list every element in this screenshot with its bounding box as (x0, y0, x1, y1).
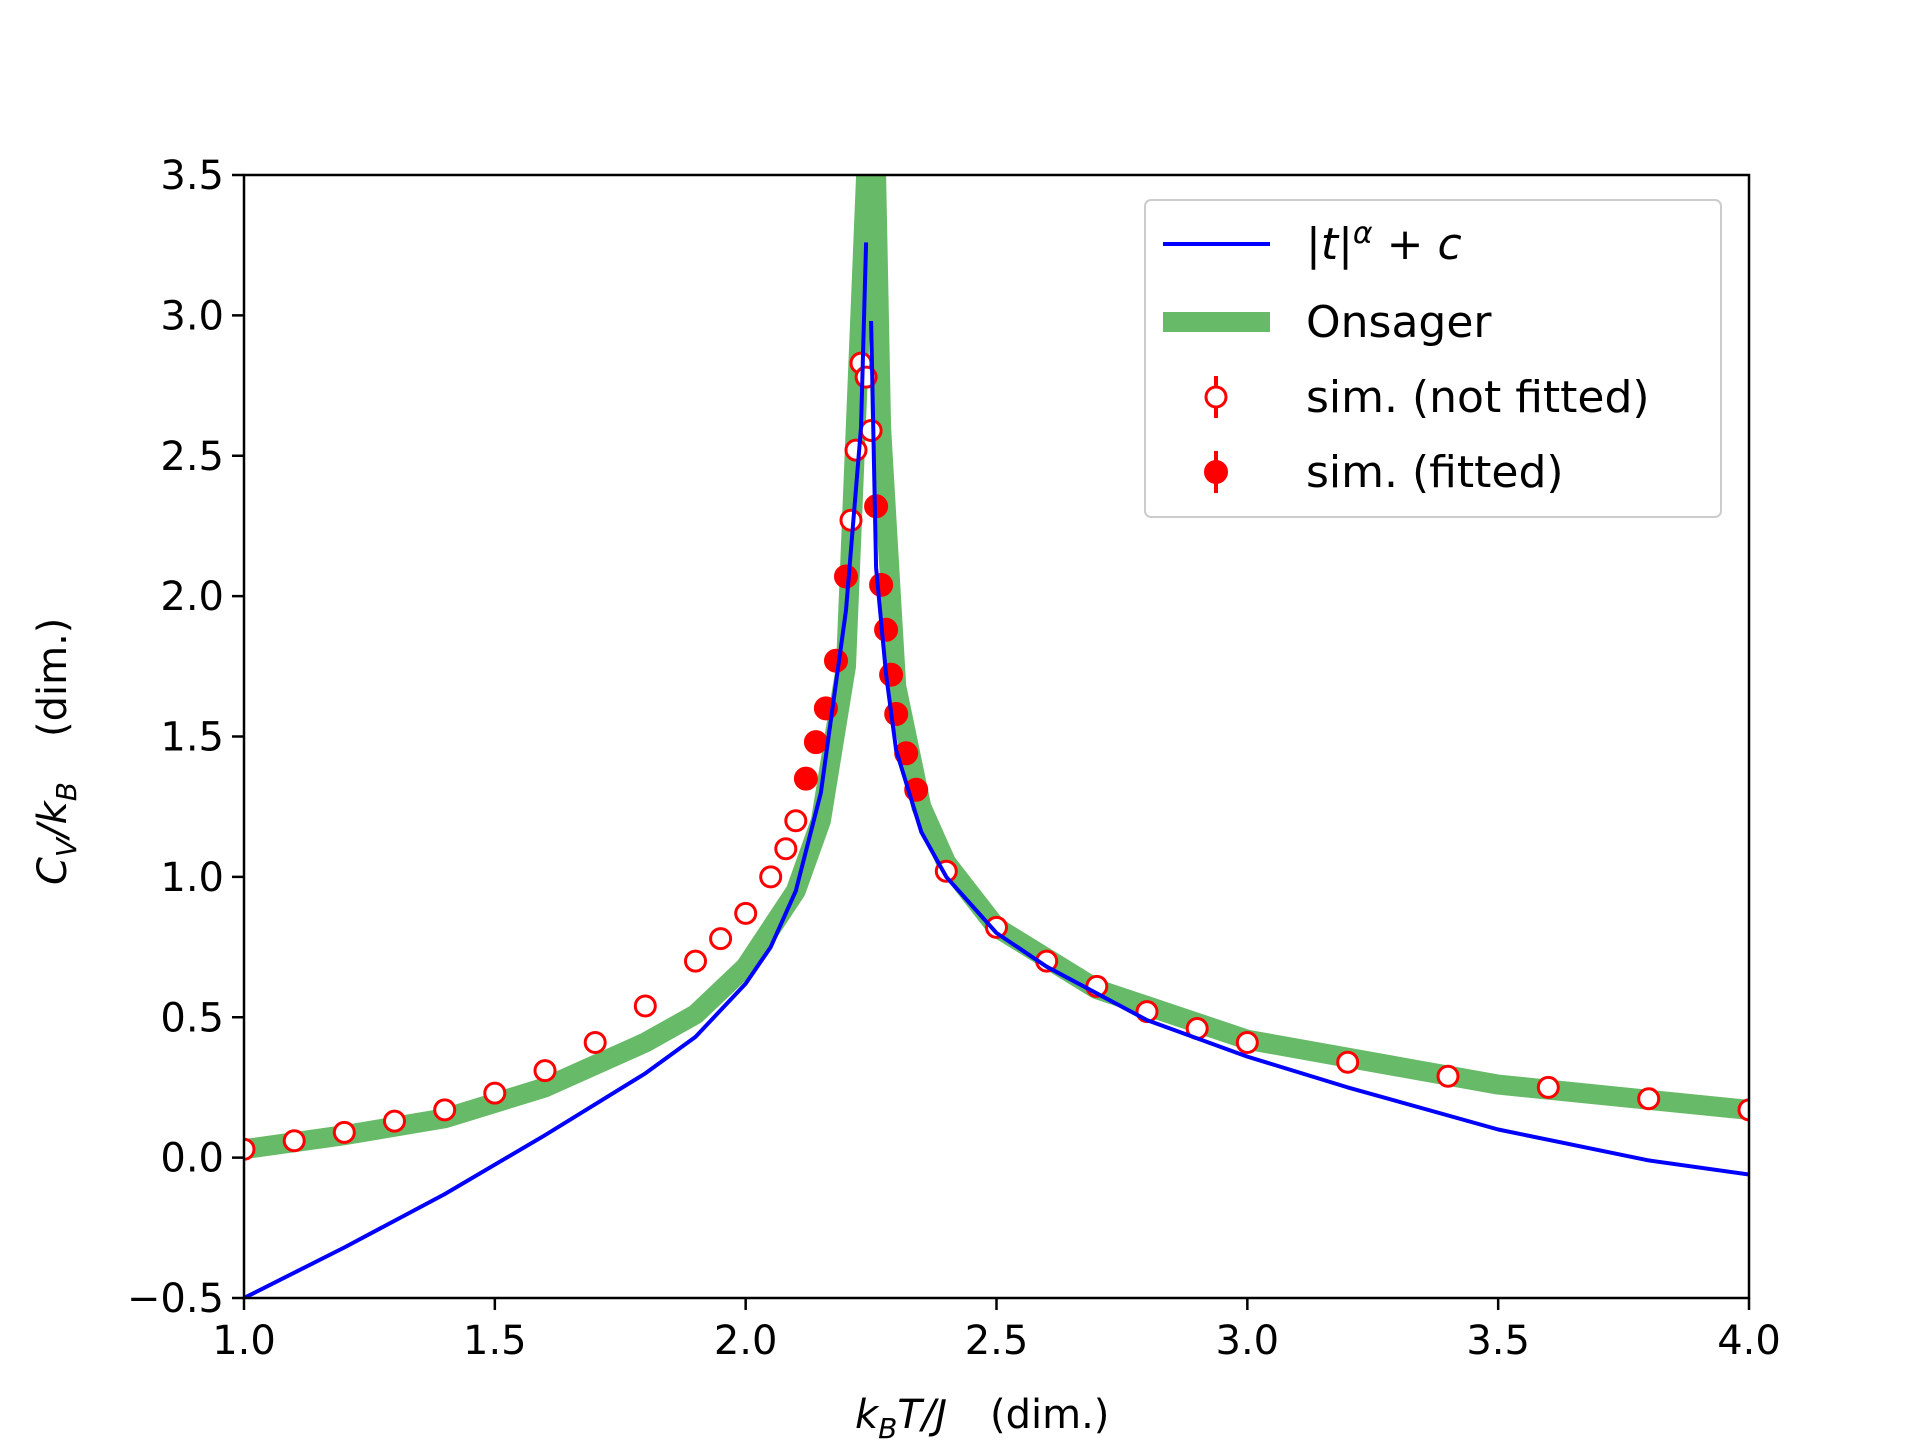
fit-curve (869, 320, 1749, 1177)
legend-notfitted-marker (1204, 385, 1228, 409)
y-axis-symbol: CV/kB (30, 782, 83, 885)
y-tick-label: 3.0 (160, 293, 224, 339)
fit-curve (244, 242, 869, 1298)
x-tick-label: 3.5 (1466, 1318, 1530, 1364)
x-tick-label: 2.0 (714, 1318, 778, 1364)
sim-not-fitted-point (684, 949, 707, 973)
sim-fitted-point (793, 766, 818, 791)
legend-fit-label: |t|α + c (1306, 216, 1462, 270)
x-tick-label: 4.0 (1717, 1318, 1781, 1364)
x-tick-label: 1.5 (463, 1318, 527, 1364)
legend: |t|α + c Onsager sim. (not fitted) sim. … (1144, 199, 1722, 518)
sim-not-fitted-point (583, 1031, 607, 1054)
y-tick-label: 2.0 (160, 574, 224, 620)
y-tick-label: 1.5 (160, 715, 224, 761)
y-axis-unit: (dim.) (30, 618, 76, 737)
y-tick-label: 1.0 (160, 855, 224, 901)
sim-not-fitted-point (483, 1081, 507, 1105)
sim-not-fitted-point (383, 1109, 406, 1133)
sim-not-fitted-point (985, 915, 1008, 939)
x-axis-label: kBT/J (dim.) (855, 1392, 1109, 1440)
sim-not-fitted-point (784, 809, 808, 833)
legend-box (1144, 199, 1722, 518)
sim-not-fitted-point (1637, 1087, 1661, 1111)
series-layer (244, 175, 1749, 1298)
x-tick-label: 3.0 (1216, 1318, 1280, 1364)
sim-not-fitted-point (1436, 1064, 1460, 1088)
y-tick-label: −0.5 (127, 1276, 224, 1322)
sim-not-fitted-point (433, 1098, 457, 1122)
sim-not-fitted-point (332, 1120, 356, 1144)
x-axis-unit: (dim.) (990, 1392, 1109, 1438)
x-tick-label: 2.5 (965, 1318, 1029, 1364)
y-tick-label: 0.0 (160, 1136, 224, 1182)
legend-onsager-label: Onsager (1306, 297, 1492, 348)
sim-not-fitted-point (1336, 1050, 1360, 1074)
y-tick-label: 2.5 (160, 434, 224, 480)
sim-fitted-point (834, 564, 858, 589)
legend-notfitted-label: sim. (not fitted) (1306, 372, 1650, 423)
sim-fitted-point (803, 730, 828, 755)
sim-not-fitted-point (759, 865, 783, 889)
sim-not-fitted-point (709, 927, 733, 951)
sim-not-fitted-point (533, 1059, 557, 1083)
y-axis-label: CV/kB (dim.) (30, 618, 83, 885)
onsager-curve (244, 175, 1749, 1160)
ticks-layer: 1.0 1.5 2.0 2.5 3.0 3.5 4.0 −0.5 0.0 0.5 1.0 1.5 2.0… (127, 153, 1781, 1364)
sim-not-fitted-point (1737, 1098, 1749, 1122)
sim-not-fitted-point (244, 1137, 256, 1161)
sim-fitted-point (874, 617, 899, 642)
sim-not-fitted-point (282, 1129, 306, 1153)
sim-fitted-point (869, 572, 894, 597)
sim-not-fitted-point (633, 994, 657, 1018)
sim-not-fitted-point (844, 438, 868, 462)
legend-fitted-marker (1204, 460, 1228, 484)
sim-not-fitted-point (1536, 1075, 1560, 1099)
x-tick-label: 1.0 (212, 1318, 276, 1364)
legend-fitted-label: sim. (fitted) (1306, 447, 1564, 498)
sim-not-fitted-point (734, 901, 758, 925)
x-axis-symbol: kBT/J (855, 1392, 947, 1440)
y-tick-label: 3.5 (160, 153, 224, 199)
sim-not-fitted-point (859, 419, 883, 442)
sim-not-fitted-point (774, 837, 798, 861)
sim-not-fitted-point (1235, 1031, 1259, 1054)
y-tick-label: 0.5 (160, 995, 224, 1041)
